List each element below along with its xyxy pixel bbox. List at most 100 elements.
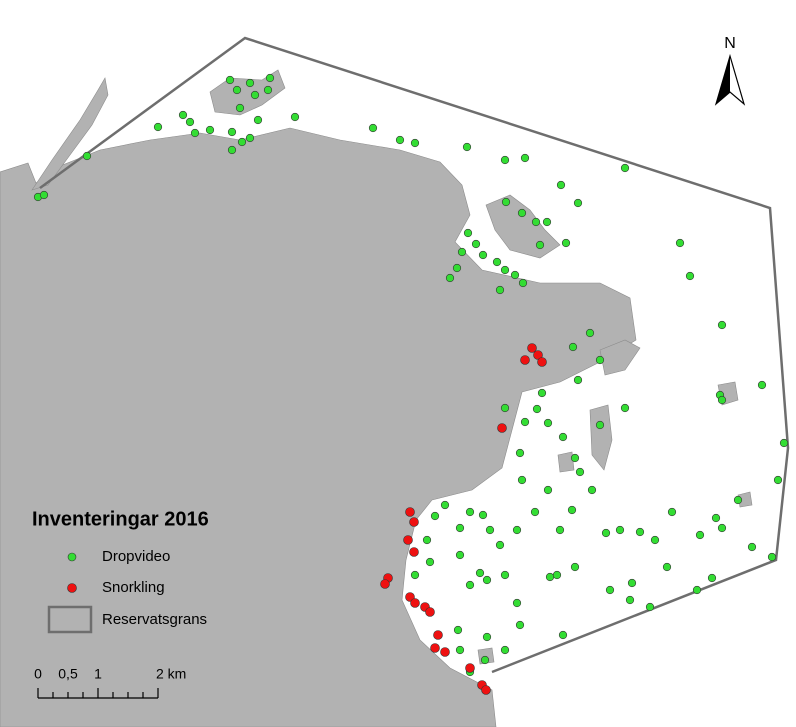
survey-point (585, 328, 595, 338)
legend-symbol (67, 583, 77, 593)
survey-point (455, 550, 465, 560)
survey-point (537, 357, 547, 367)
survey-point (263, 85, 273, 95)
survey-point (227, 127, 237, 137)
legend-title: Inventeringar 2016 (32, 508, 209, 530)
survey-point (512, 525, 522, 535)
survey-point (405, 507, 415, 517)
survey-point (465, 580, 475, 590)
survey-point (185, 117, 195, 127)
survey-point (625, 595, 635, 605)
survey-point (595, 355, 605, 365)
survey-point (425, 557, 435, 567)
survey-point (532, 404, 542, 414)
survey-point (779, 438, 789, 448)
legend-symbol (47, 605, 93, 634)
survey-point (695, 530, 705, 540)
survey-point (500, 570, 510, 580)
scale-bar: 0 0,5 1 2 km (34, 666, 186, 699)
survey-point (403, 535, 413, 545)
survey-point (517, 208, 527, 218)
scale-label: 0 (34, 666, 42, 682)
survey-point (380, 579, 390, 589)
survey-point (482, 632, 492, 642)
survey-point (409, 547, 419, 557)
survey-point (410, 138, 420, 148)
survey-point (520, 417, 530, 427)
survey-point (510, 270, 520, 280)
survey-point (422, 535, 432, 545)
survey-point (425, 607, 435, 617)
survey-point (543, 418, 553, 428)
peninsula (31, 77, 109, 191)
survey-point (542, 217, 552, 227)
survey-point (717, 523, 727, 533)
survey-point (457, 247, 467, 257)
survey-point (635, 527, 645, 537)
survey-point (662, 562, 672, 572)
island (557, 451, 575, 473)
survey-point (501, 197, 511, 207)
survey-point (153, 122, 163, 132)
survey-point (545, 572, 555, 582)
survey-point (82, 151, 92, 161)
survey-point (601, 528, 611, 538)
reserve-boundary (39, 36, 790, 674)
survey-point (471, 239, 481, 249)
survey-point (531, 217, 541, 227)
survey-point (620, 163, 630, 173)
survey-points (33, 73, 789, 695)
arrow-fill (716, 56, 730, 104)
survey-point (453, 625, 463, 635)
survey-point (535, 240, 545, 250)
survey-point (645, 602, 655, 612)
survey-point (368, 123, 378, 133)
survey-point (500, 645, 510, 655)
survey-point (227, 145, 237, 155)
survey-point (512, 598, 522, 608)
survey-point (395, 135, 405, 145)
survey-point (475, 568, 485, 578)
survey-point (733, 495, 743, 505)
survey-point (455, 523, 465, 533)
survey-point (410, 598, 420, 608)
survey-point (692, 585, 702, 595)
survey-point (465, 663, 475, 673)
survey-point (675, 238, 685, 248)
survey-point (685, 271, 695, 281)
survey-point (717, 320, 727, 330)
survey-point (265, 73, 275, 83)
survey-point (452, 263, 462, 273)
survey-point (558, 630, 568, 640)
survey-point (205, 125, 215, 135)
island (599, 339, 641, 376)
survey-point (433, 630, 443, 640)
survey-point (497, 423, 507, 433)
legend-label: Reservatsgrans (102, 611, 207, 628)
survey-point (495, 285, 505, 295)
survey-point (440, 500, 450, 510)
survey-point (235, 103, 245, 113)
survey-point (430, 511, 440, 521)
survey-point (520, 153, 530, 163)
survey-point (481, 685, 491, 695)
survey-point (767, 552, 777, 562)
survey-point (250, 90, 260, 100)
survey-point (561, 238, 571, 248)
island (589, 404, 613, 471)
survey-point (570, 453, 580, 463)
survey-point (595, 420, 605, 430)
survey-point (495, 540, 505, 550)
survey-point (556, 180, 566, 190)
survey-point (537, 388, 547, 398)
survey-point (245, 78, 255, 88)
survey-point (500, 403, 510, 413)
survey-point (478, 250, 488, 260)
land (0, 69, 753, 727)
survey-point (485, 525, 495, 535)
survey-point (552, 570, 562, 580)
survey-point (567, 505, 577, 515)
survey-point (237, 137, 247, 147)
